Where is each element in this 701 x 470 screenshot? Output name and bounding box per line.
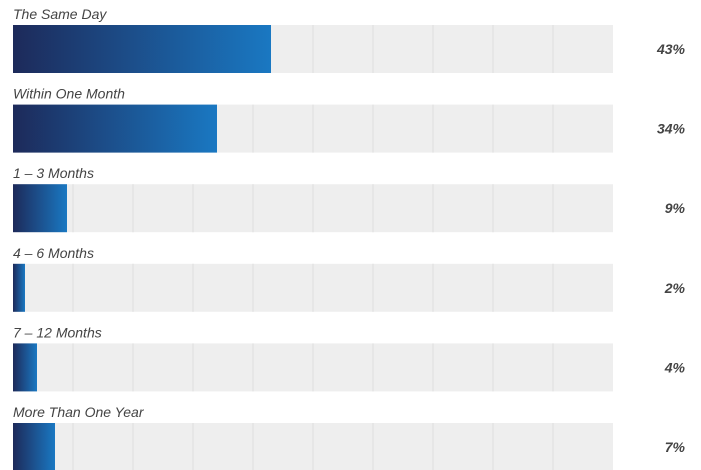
value-label: 7% [665,439,686,455]
bar [13,184,67,233]
bar-row: 4 – 6 Months 2% [13,245,686,312]
category-label: Within One Month [13,86,125,102]
bar-row: More Than One Year 7% [13,404,686,470]
bar-row: The Same Day 43% [13,6,686,73]
category-label: 1 – 3 Months [13,165,94,181]
category-label: 4 – 6 Months [13,245,94,261]
bar [13,25,271,73]
category-label: 7 – 12 Months [13,324,102,340]
bar-row: Within One Month 34% [13,86,686,153]
value-label: 2% [664,280,686,296]
value-label: 43% [656,41,686,57]
bar [13,263,25,312]
value-label: 34% [657,121,686,137]
bar [13,343,37,392]
bar-row: 1 – 3 Months 9% [13,165,686,233]
value-label: 4% [664,359,686,375]
category-label: More Than One Year [13,404,145,420]
value-label: 9% [665,200,686,216]
bar [13,423,55,470]
bar [13,104,217,153]
bar-row: 7 – 12 Months 4% [13,324,686,392]
category-label: The Same Day [13,6,107,22]
